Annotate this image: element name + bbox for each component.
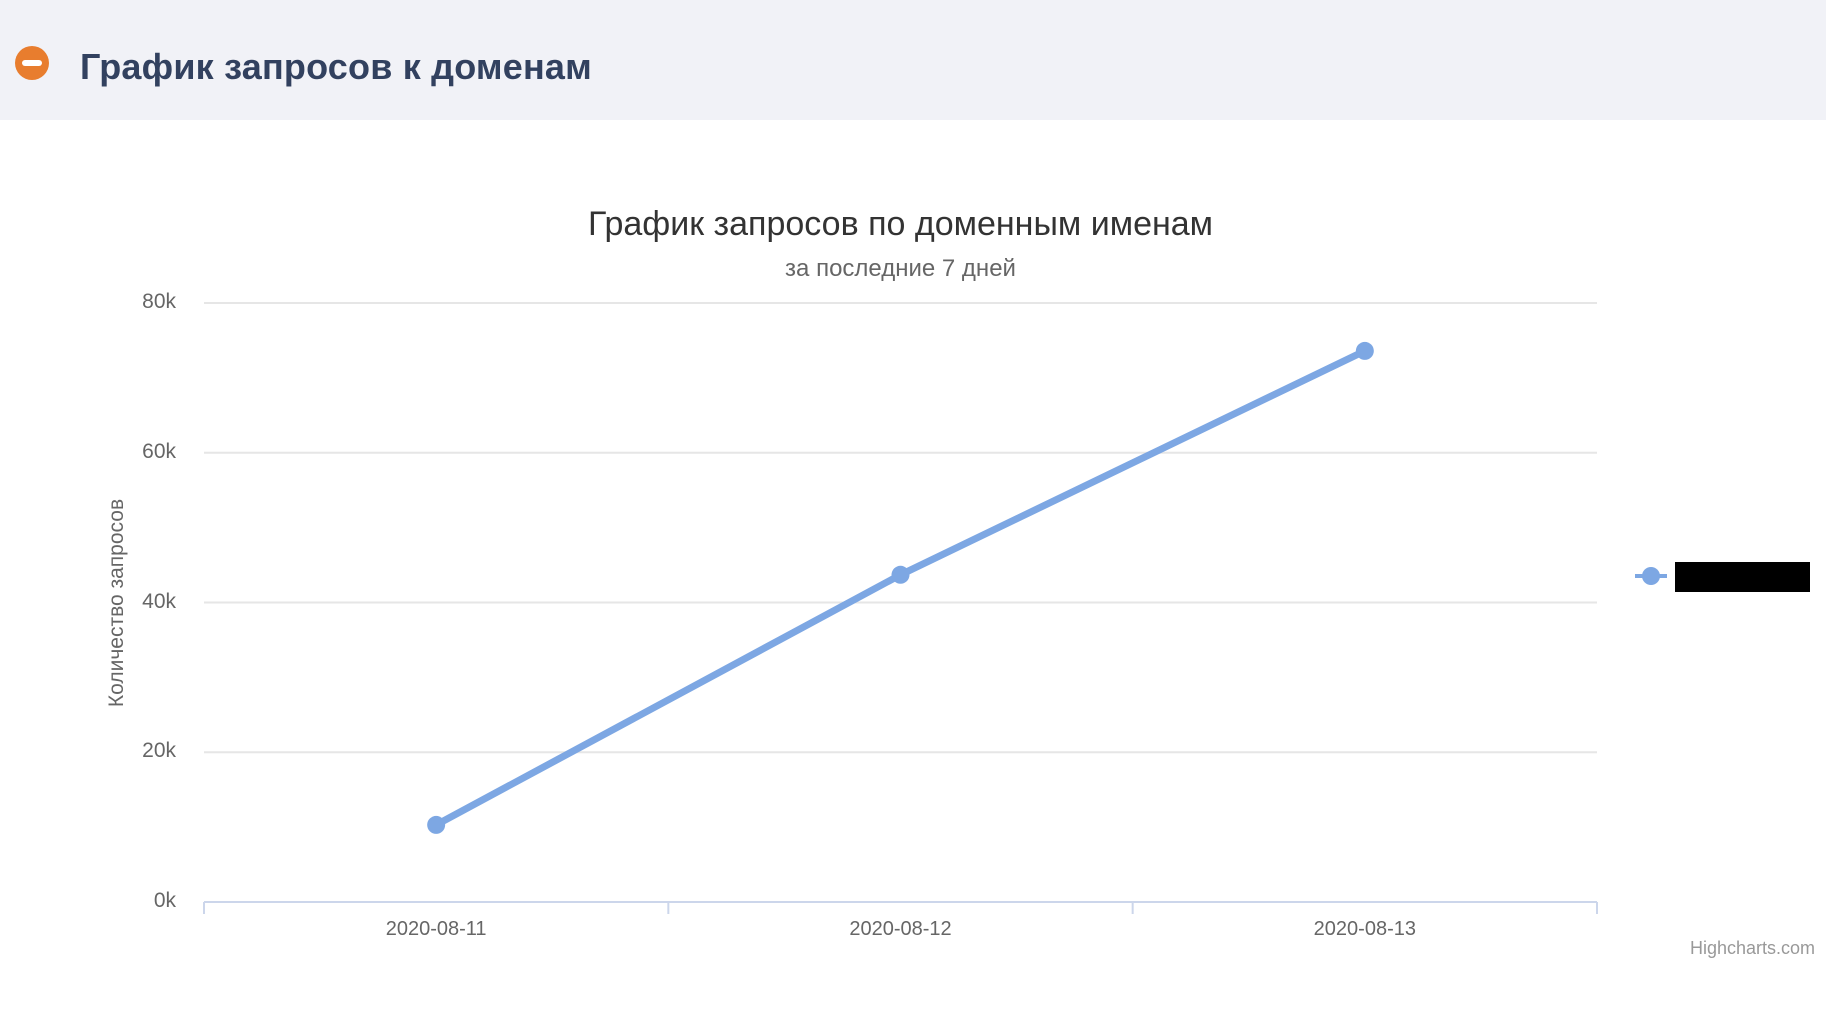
highcharts-credits-link[interactable]: Highcharts.com [1689, 938, 1815, 958]
y-axis-tick-label: 0k [153, 889, 176, 912]
series-line [432, 347, 1369, 829]
x-axis-tick-label: 2020-08-11 [385, 918, 487, 940]
y-axis-tick-label: 20k [142, 739, 176, 763]
chart-title: График запросов по доменным именам [587, 205, 1214, 243]
panel-header: График запросов к доменам [0, 0, 1826, 120]
collapse-button[interactable] [15, 46, 49, 80]
data-point[interactable] [1355, 341, 1374, 360]
data-point[interactable] [891, 565, 910, 584]
x-axis-tick-label: 2020-08-13 [1313, 918, 1416, 940]
y-axis-tick-label: 80k [142, 290, 176, 313]
page-title: График запросов к доменам [80, 46, 592, 87]
chart-subtitle: за последние 7 дней [785, 255, 1016, 282]
data-point[interactable] [427, 815, 446, 834]
y-axis-tick-label: 40k [142, 589, 176, 613]
minus-icon [22, 60, 42, 66]
legend-point-marker-icon [1642, 567, 1660, 585]
legend-label-redacted [1675, 562, 1810, 592]
y-axis-tick-label: 60k [142, 439, 176, 463]
x-axis-tick-label: 2020-08-12 [849, 918, 952, 940]
